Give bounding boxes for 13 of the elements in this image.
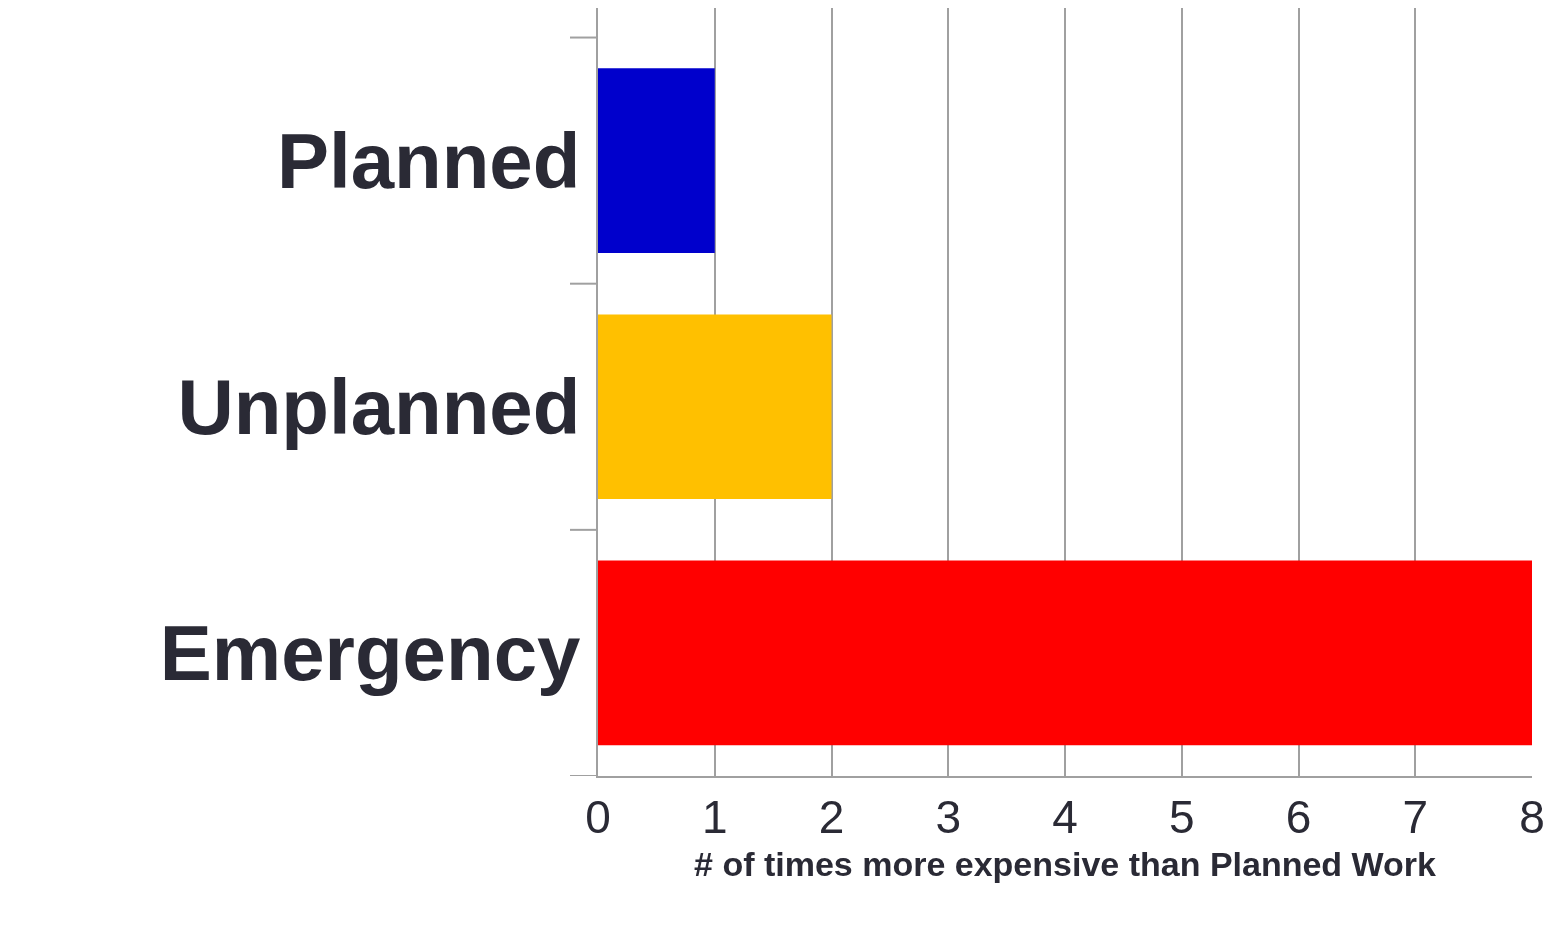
x-axis-title: # of times more expensive than Planned Work	[694, 845, 1437, 883]
x-tick-label: 6	[1285, 791, 1312, 844]
x-tick-label: 8	[1519, 791, 1545, 844]
x-tick-label: 2	[818, 791, 845, 844]
x-tick-label: 7	[1402, 791, 1429, 844]
x-tick-label: 0	[585, 791, 611, 844]
y-tick-label: Emergency	[159, 609, 581, 698]
y-tick-label: Unplanned	[177, 363, 581, 452]
x-tick-label: 4	[1052, 791, 1078, 844]
x-tick-label: 5	[1168, 791, 1195, 844]
x-tick-label: 3	[935, 791, 962, 844]
y-tick-label: Planned	[276, 116, 581, 205]
x-tick-label: 1	[701, 791, 728, 844]
